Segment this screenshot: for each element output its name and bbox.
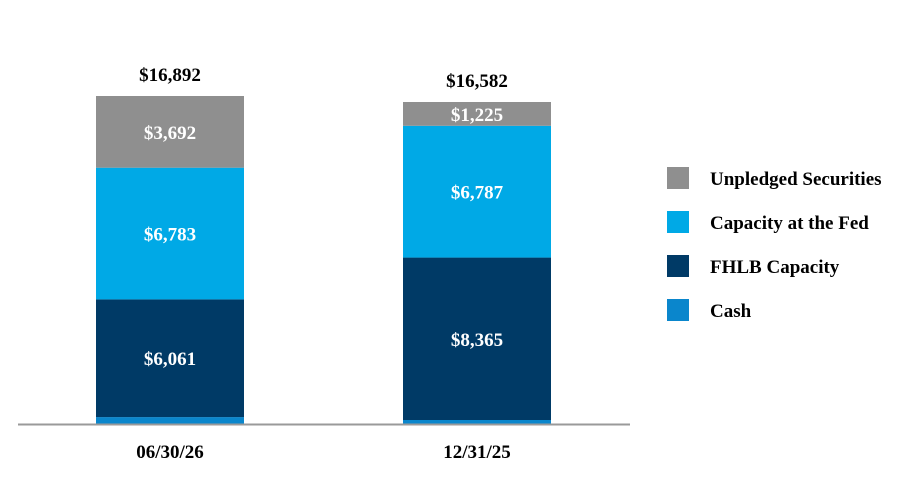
- x-tick-label: 06/30/26: [136, 442, 204, 463]
- bar-segment-capacity-at-the-fed: [403, 125, 551, 258]
- legend-label: Cash: [710, 301, 752, 322]
- legend-swatch: [667, 299, 689, 321]
- x-tick-label: 12/31/25: [443, 442, 511, 463]
- data-label: $6,787: [451, 183, 504, 204]
- data-label: $1,225: [451, 105, 503, 126]
- data-label: $8,365: [451, 330, 503, 351]
- bar-segment-fhlb-capacity: [403, 257, 551, 420]
- bar-segment-cash: [403, 420, 551, 424]
- legend-swatch: [667, 255, 689, 277]
- data-label: $6,783: [144, 225, 196, 246]
- legend-swatch: [667, 211, 689, 233]
- bar-total-label: $16,892: [139, 65, 201, 86]
- legend-label: Unpledged Securities: [710, 169, 882, 190]
- bar-segment-fhlb-capacity: [96, 299, 244, 418]
- bar-segment-unpledged-securities: [96, 96, 244, 168]
- data-label: $3,692: [144, 123, 196, 144]
- bar-segment-capacity-at-the-fed: [96, 167, 244, 300]
- legend-label: FHLB Capacity: [710, 257, 840, 278]
- legend-label: Capacity at the Fed: [710, 213, 869, 234]
- data-label: $6,061: [144, 349, 196, 370]
- legend-swatch: [667, 167, 689, 189]
- bar-segment-cash: [96, 417, 244, 424]
- bar-segment-unpledged-securities: [403, 102, 551, 126]
- bar-total-label: $16,582: [446, 71, 508, 92]
